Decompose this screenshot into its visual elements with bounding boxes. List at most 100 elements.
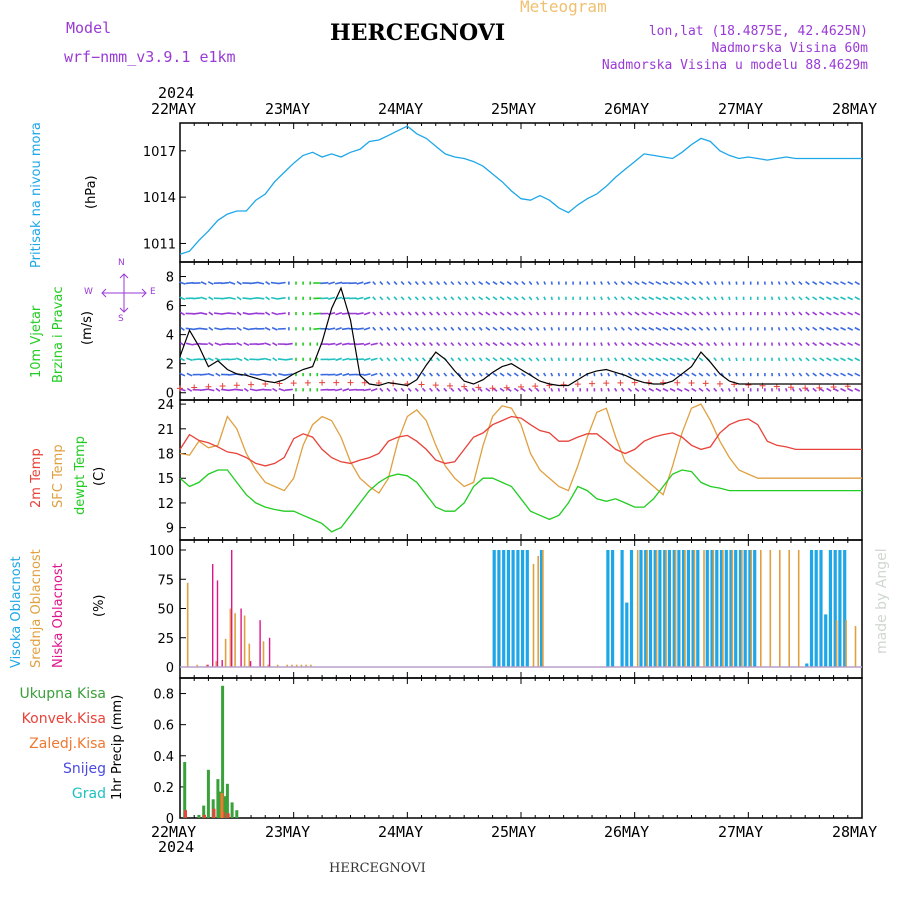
year-bottom: 2024: [158, 838, 195, 856]
wind-arrow: [691, 342, 697, 347]
wind-gust-marker: [248, 381, 255, 388]
high-cloud-bar: [805, 663, 809, 667]
wind-arrow: [236, 281, 242, 286]
high-cloud-bar: [639, 550, 643, 667]
wind-arrow: [627, 341, 633, 347]
wind-arrow: [284, 342, 293, 346]
wind-arrow: [528, 281, 533, 286]
mid-cloud-bar: [797, 550, 800, 667]
wind-arrow: [777, 311, 781, 316]
wind-arrow: [429, 387, 433, 392]
wind-arrow: [272, 357, 278, 362]
wind-arrow: [379, 281, 384, 286]
high-cloud-bar: [705, 550, 709, 667]
high-cloud-bar: [672, 550, 676, 667]
mid-cloud-bar: [684, 550, 686, 667]
wind-gust-marker: [489, 385, 496, 392]
wind-arrow: [655, 357, 662, 362]
wind-arrow: [557, 388, 561, 392]
wind-arrow: [513, 372, 519, 377]
wind-arrow: [207, 372, 215, 377]
wind-arrow: [256, 388, 265, 392]
wind-arrow: [485, 296, 491, 301]
wind-arrow: [284, 373, 293, 376]
wind-arrow: [627, 311, 633, 316]
wind-arrow: [356, 281, 364, 285]
wind-arrow: [777, 357, 781, 362]
wind-arrow: [471, 296, 476, 301]
wind-gust-marker: [503, 384, 510, 391]
wind-arrow: [436, 342, 441, 347]
wind-arrow: [393, 372, 398, 377]
wind-arrow: [840, 311, 846, 316]
wind-arrow: [543, 281, 547, 285]
temp-tick-label: 24: [157, 398, 174, 413]
wind-arrow: [655, 296, 662, 301]
top-date-label: 25MAY: [491, 100, 537, 118]
mid-cloud-bar: [712, 550, 715, 667]
wind-arrow: [620, 342, 625, 347]
wind-arrow: [407, 311, 412, 316]
wind-arrow: [264, 311, 271, 316]
convective-precip-bar: [226, 813, 230, 818]
wind-arrow: [662, 342, 669, 347]
wind-arrow: [684, 311, 690, 316]
cloud-tick-label: 25: [157, 632, 174, 647]
wind-tick-label: 4: [166, 329, 174, 344]
wind-gust-marker: [319, 379, 326, 386]
wind-arrow: [648, 296, 655, 301]
wind-arrow: [327, 358, 336, 361]
low-cloud-bar: [216, 580, 219, 667]
wind-arrow: [614, 357, 618, 362]
high-cloud-bar: [753, 550, 757, 667]
mid-cloud-bar: [750, 550, 753, 667]
wind-arrow: [192, 297, 201, 300]
wind-arrow: [720, 311, 724, 316]
wind-arrow: [348, 388, 357, 391]
wind-arrow: [379, 357, 384, 362]
wind-arrow: [627, 372, 633, 377]
wind-arrow: [407, 342, 412, 347]
wind-arrow: [662, 387, 669, 392]
wind-arrow: [242, 327, 250, 331]
wind-arrow: [614, 342, 618, 347]
high-cloud-bar: [809, 550, 814, 667]
wind-arrow: [478, 326, 483, 331]
wind-arrow: [471, 357, 476, 362]
wind-arrow: [243, 357, 250, 362]
wind-arrow: [819, 281, 825, 286]
wind-gust-marker: [233, 382, 240, 389]
wind-arrow: [228, 388, 237, 392]
wind-arrow: [264, 326, 271, 331]
wind-arrow: [335, 372, 343, 377]
wind-arrow: [379, 342, 384, 347]
wind-arrow: [228, 296, 236, 300]
high-cloud-bar: [539, 550, 544, 667]
wind-arrow: [607, 296, 611, 301]
wind-arrow: [777, 296, 781, 301]
temp-tick-label: 9: [166, 522, 174, 537]
wind-arrow: [593, 296, 596, 301]
wind-arrow: [735, 357, 738, 362]
high-cloud-bar: [611, 550, 615, 667]
wind-arrow: [265, 296, 271, 301]
wind-arrow: [335, 281, 343, 285]
wind-arrow: [457, 326, 462, 331]
wind-arrow: [641, 326, 647, 331]
mid-cloud-bar: [291, 664, 293, 667]
wind-arrow: [379, 296, 384, 301]
mid-cloud-bar: [693, 550, 696, 667]
mid-cloud-bar: [186, 582, 189, 667]
wind-arrow: [812, 372, 817, 377]
compass-s: S: [118, 314, 124, 324]
wind-arrow: [819, 357, 825, 362]
wind-arrow: [179, 281, 186, 285]
wind-arrow: [386, 281, 391, 286]
temp-tick-label: 18: [157, 448, 174, 463]
wind-arrow: [798, 372, 803, 377]
wind-arrow: [819, 372, 825, 377]
wind-arrow: [777, 342, 781, 346]
wind-arrow: [464, 357, 469, 362]
wind-arrow: [819, 387, 825, 392]
wind-gust-marker: [660, 379, 667, 386]
